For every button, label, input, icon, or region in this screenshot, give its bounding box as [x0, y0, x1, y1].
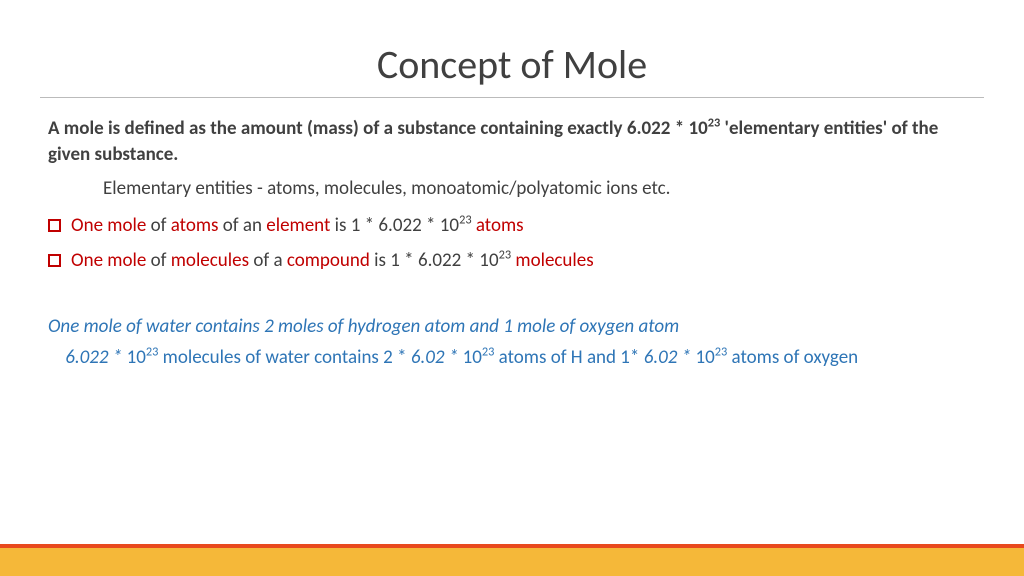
sub-definition-text: Elementary entities - atoms, molecules, …: [103, 177, 976, 200]
red-text: atoms: [476, 214, 524, 237]
title-underline: [40, 97, 984, 98]
exponent: 23: [459, 213, 472, 228]
plain-text: 10: [463, 346, 482, 369]
it-text: 6.02 *: [411, 346, 463, 369]
bullet-item: One mole of molecules of a compound is 1…: [48, 249, 976, 272]
content-area: A mole is defined as the amount (mass) o…: [40, 116, 984, 371]
def-p1: A mole is defined as the amount (mass) o…: [48, 117, 708, 140]
plain-text: of an: [218, 214, 266, 237]
red-text: atoms: [171, 214, 219, 237]
exponent: 23: [499, 248, 512, 263]
red-text: One mole: [71, 214, 146, 237]
bullet-text: One mole of atoms of an element is 1 * 6…: [71, 214, 524, 237]
it-text: 6.02 *: [644, 346, 696, 369]
plain-text: of: [146, 249, 170, 272]
red-text: One mole: [71, 249, 146, 272]
plain-text: 10: [695, 346, 714, 369]
exponent: 23: [715, 345, 728, 360]
slide-container: Concept of Mole A mole is defined as the…: [0, 0, 1024, 576]
bullet-item: One mole of atoms of an element is 1 * 6…: [48, 214, 976, 237]
bullet-text: One mole of molecules of a compound is 1…: [71, 249, 594, 272]
red-text: element: [266, 214, 330, 237]
plain-text: is 1 * 6.022 * 10: [330, 214, 459, 237]
exponent: 23: [146, 345, 159, 360]
plain-text: of a: [249, 249, 287, 272]
slide-title: Concept of Mole: [40, 40, 984, 89]
it-text: 6.022 *: [65, 346, 126, 369]
blue-example-line-1: One mole of water contains 2 moles of hy…: [48, 314, 976, 341]
indent: [48, 346, 65, 369]
blue-example-line-2: 6.022 * 1023 molecules of water contains…: [48, 345, 976, 372]
plain-text: molecules of water contains 2 *: [158, 346, 411, 369]
red-text: compound: [287, 249, 370, 272]
plain-text: is 1 * 6.022 * 10: [370, 249, 499, 272]
plain-text: atoms of oxygen: [727, 346, 858, 369]
definition-text: A mole is defined as the amount (mass) o…: [48, 116, 976, 167]
footer-bar: [0, 548, 1024, 576]
plain-text: of: [146, 214, 170, 237]
plain-text: atoms of H and 1*: [494, 346, 643, 369]
red-text: molecules: [171, 249, 249, 272]
red-text: molecules: [515, 249, 593, 272]
exponent: 23: [482, 345, 495, 360]
plain-text: 10: [127, 346, 146, 369]
vertical-spacer: [48, 284, 976, 314]
square-bullet-icon: [48, 254, 61, 267]
square-bullet-icon: [48, 219, 61, 232]
def-exp: 23: [708, 116, 721, 131]
